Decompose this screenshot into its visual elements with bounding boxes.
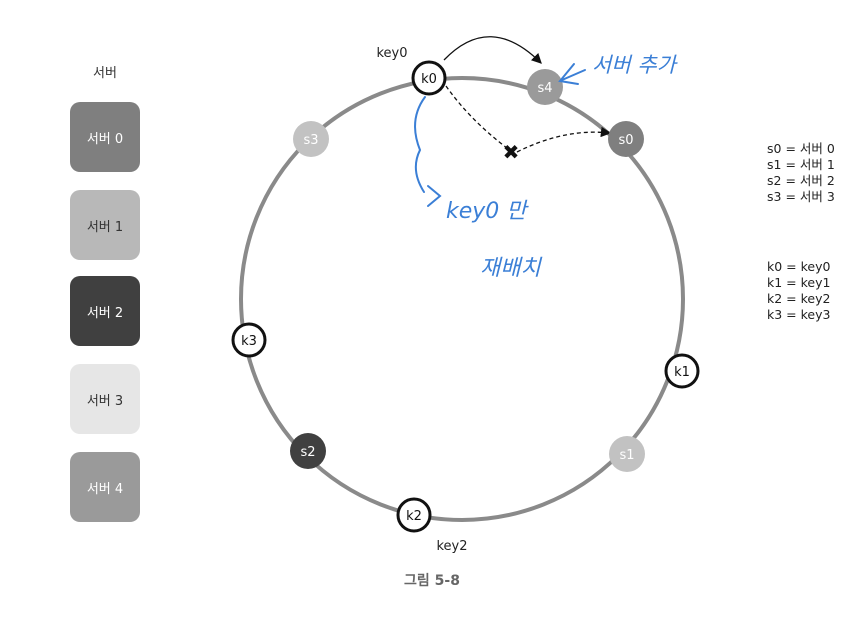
key-node-k1: k1	[664, 353, 700, 389]
server-box-2: 서버 2	[70, 276, 140, 346]
server-node-s2: s2	[290, 433, 326, 469]
dashed-path-k0-to-x	[445, 85, 508, 149]
key-legend: k0 = key0 k1 = key1 k2 = key2 k3 = key3	[767, 259, 830, 323]
legend-item: k3 = key3	[767, 307, 831, 322]
svg-text:s0: s0	[618, 133, 633, 148]
svg-text:k1: k1	[674, 365, 690, 380]
key-node-k3: k3	[231, 322, 267, 358]
handwritten-arrowhead	[427, 185, 442, 207]
server-box-1: 서버 1	[70, 190, 140, 260]
legend-item: s1 = 서버 1	[767, 157, 835, 172]
key-node-k2: k2	[396, 497, 432, 533]
legend-item: k2 = key2	[767, 291, 831, 306]
legend-item: s2 = 서버 2	[767, 173, 835, 188]
hash-ring	[239, 76, 685, 522]
server-node-s1: s1	[609, 436, 645, 472]
key2-label: key2	[436, 539, 467, 554]
figure-caption: 그림 5-8	[404, 573, 460, 589]
server-node-s4: s4	[527, 69, 563, 105]
key-node-k0: k0	[411, 60, 447, 96]
key0-label: key0	[376, 46, 407, 61]
dashed-arrow-x-to-s0	[516, 126, 612, 153]
server-box-4: 서버 4	[70, 452, 140, 522]
svg-text:s1: s1	[619, 448, 634, 463]
legend-item: k1 = key1	[767, 275, 831, 290]
svg-text:s2: s2	[300, 445, 315, 460]
handwritten-note-line2: 재배치	[480, 256, 542, 281]
svg-text:k2: k2	[406, 509, 422, 524]
server-box-0: 서버 0	[70, 102, 140, 172]
server-node-s3: s3	[293, 121, 329, 157]
handwritten-note-line1: key0 만	[446, 199, 529, 224]
arrow-k0-to-s4	[443, 36, 542, 64]
server-node-s0: s0	[608, 121, 644, 157]
server-box-3: 서버 3	[70, 364, 140, 434]
server-legend: s0 = 서버 0 s1 = 서버 1 s2 = 서버 2 s3 = 서버 3	[767, 141, 835, 205]
svg-text:k3: k3	[241, 334, 257, 349]
svg-text:s4: s4	[537, 81, 552, 96]
legend-item: k0 = key0	[767, 259, 831, 274]
svg-text:k0: k0	[421, 72, 437, 87]
handwritten-arrow-to-s4	[558, 63, 586, 85]
servers-panel-title: 서버	[93, 66, 117, 81]
legend-item: s0 = 서버 0	[767, 141, 835, 156]
handwritten-curve-from-k0	[414, 96, 426, 193]
legend-item: s3 = 서버 3	[767, 189, 835, 204]
svg-text:s3: s3	[303, 133, 318, 148]
removed-path-marker: ✖	[503, 140, 520, 164]
handwritten-add-server: 서버 추가	[592, 53, 679, 77]
